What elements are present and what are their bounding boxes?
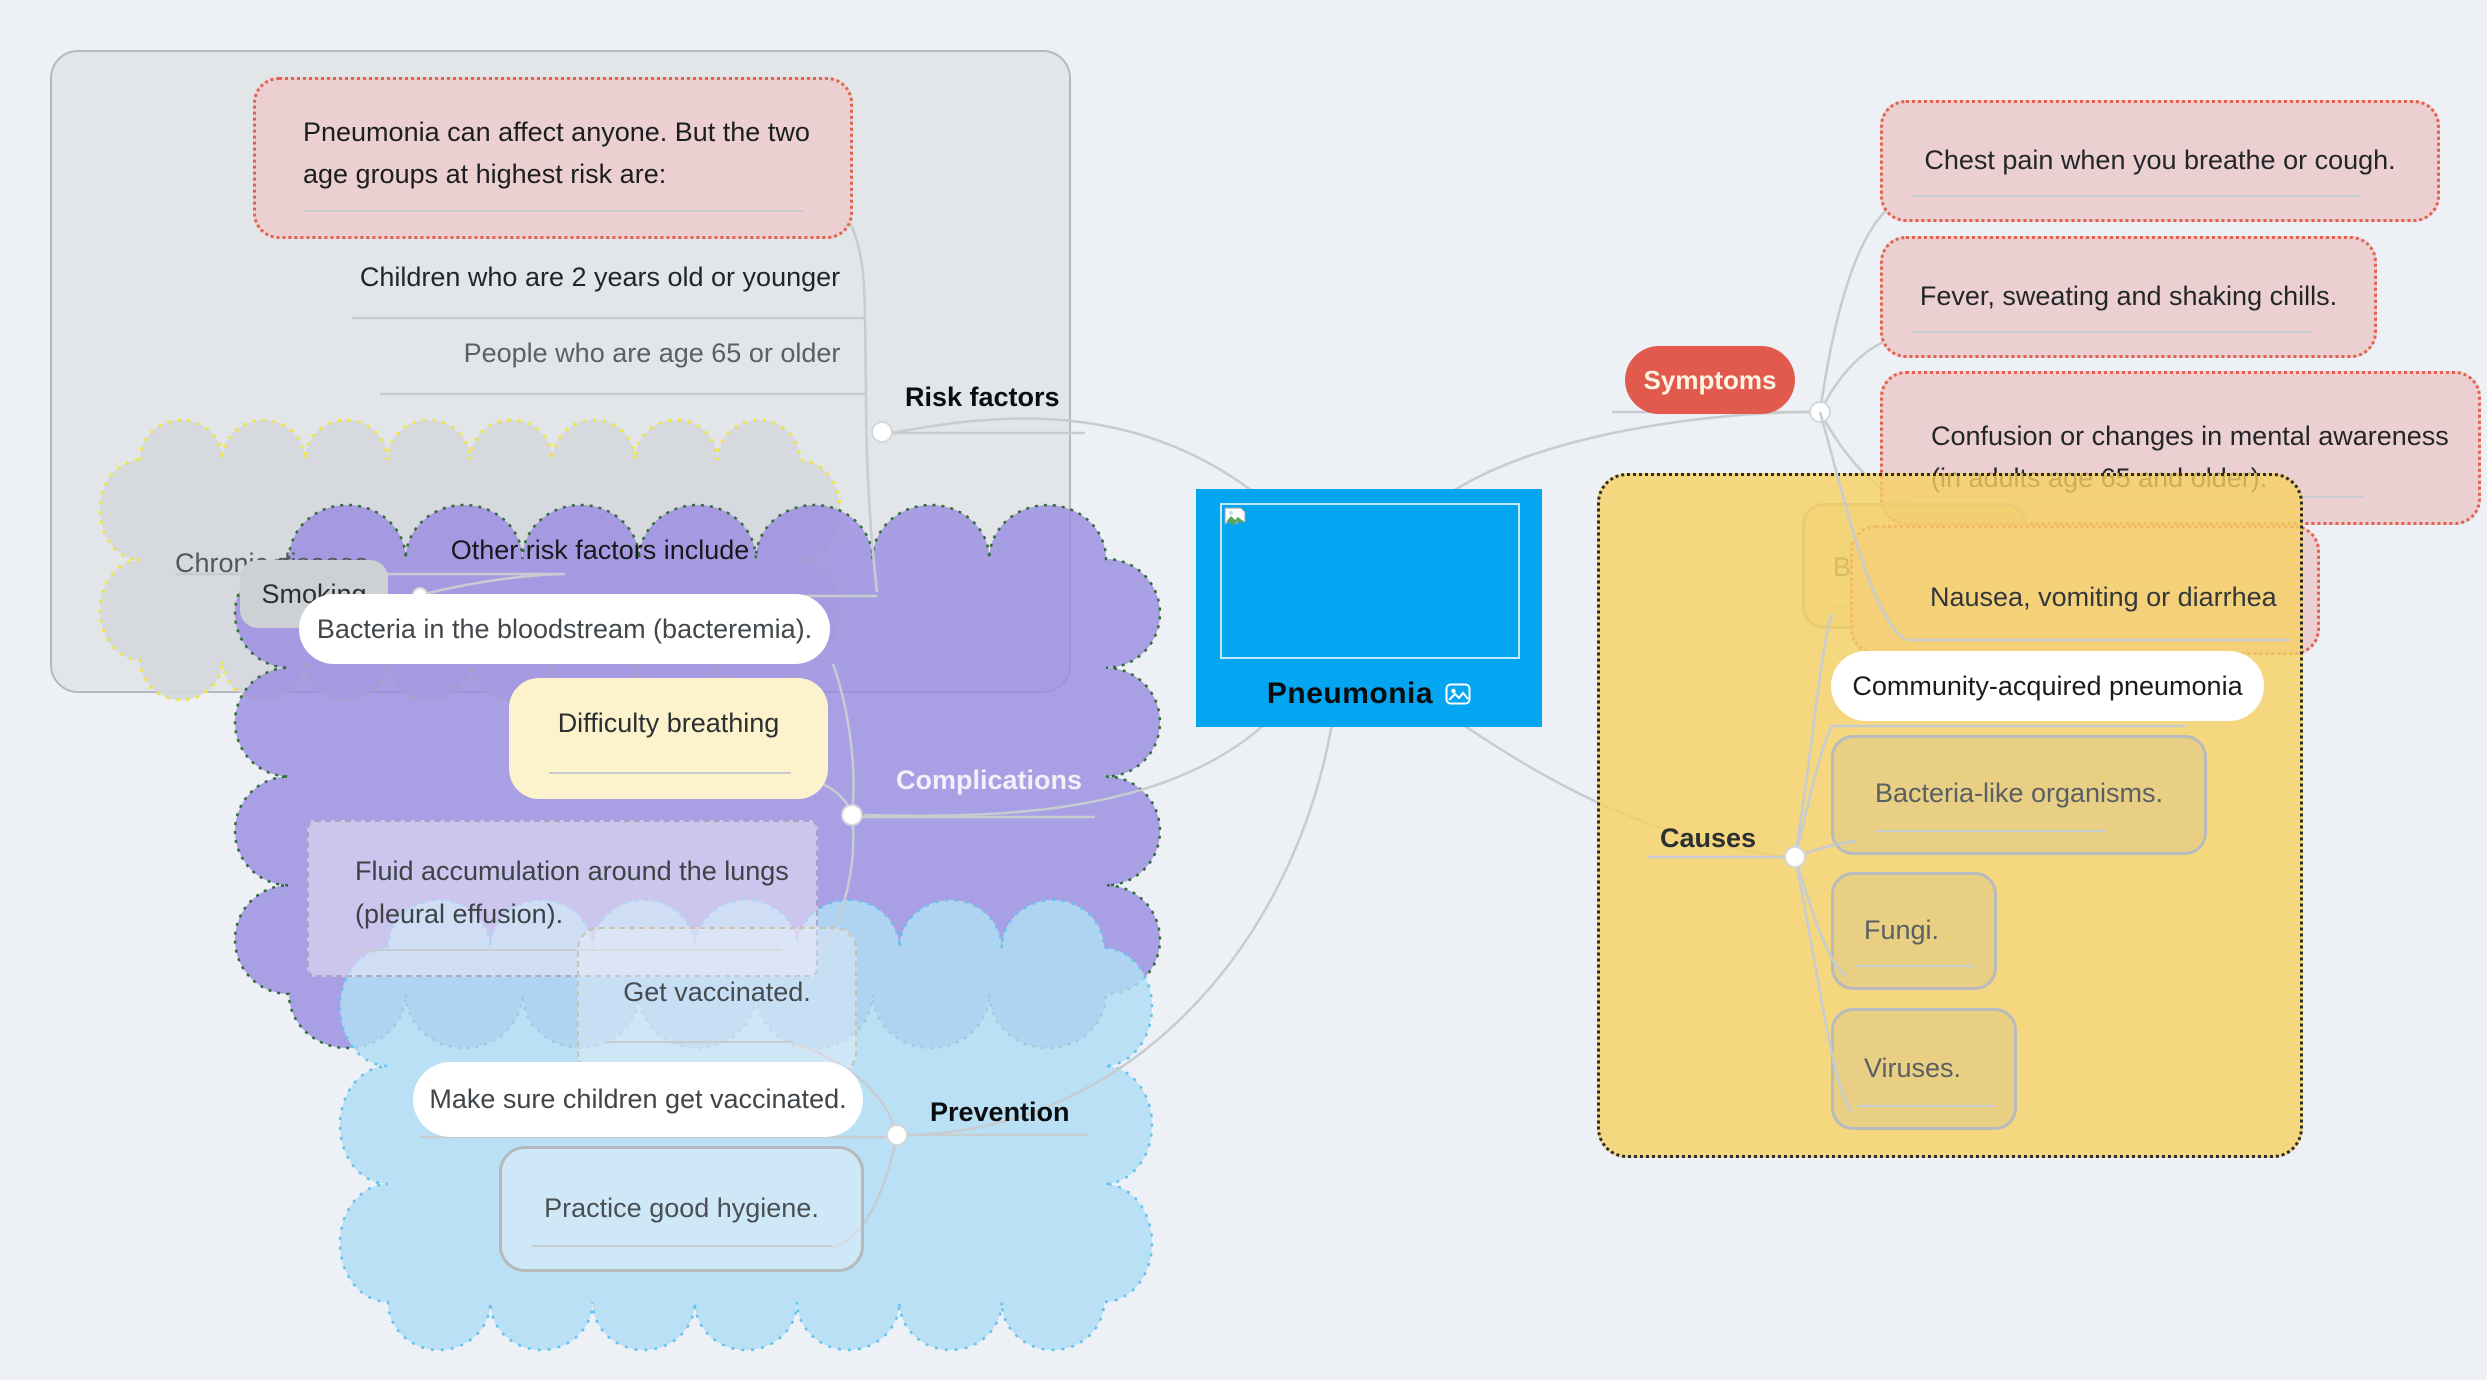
children-vaccinated-node[interactable]: Make sure children get vaccinated.	[413, 1062, 863, 1137]
pleural-effusion-text: Fluid accumulation around the lungs (ple…	[355, 856, 789, 930]
difficulty-breathing-text: Difficulty breathing	[557, 708, 780, 738]
symptom-nausea-text: Nausea, vomiting or diarrhea	[1930, 582, 2277, 612]
underline	[1876, 830, 2106, 832]
root-node-pneumonia[interactable]: Pneumonia	[1196, 489, 1542, 727]
underline	[549, 772, 791, 774]
good-hygiene-node[interactable]: Practice good hygiene.	[499, 1146, 864, 1272]
underline	[1911, 331, 2311, 333]
prevention-label[interactable]: Prevention	[930, 1097, 1070, 1127]
cause-fungi-text: Fungi.	[1864, 915, 1940, 945]
cause-bacteria-like-node[interactable]: Bacteria-like organisms.	[1831, 735, 2207, 855]
complications-connector-dot	[841, 804, 863, 826]
symptoms-label-pill[interactable]: Symptoms	[1625, 346, 1795, 414]
cause-bacteria-like-text: Bacteria-like organisms.	[1874, 778, 2164, 808]
cause-community-acquired-node[interactable]: Community-acquired pneumonia	[1831, 651, 2264, 721]
bacteremia-node[interactable]: Bacteria in the bloodstream (bacteremia)…	[299, 594, 830, 664]
complications-label[interactable]: Complications	[896, 765, 1083, 795]
risk-child-people[interactable]: People who are age 65 or older	[463, 338, 841, 368]
good-hygiene-text: Practice good hygiene.	[544, 1193, 819, 1223]
cause-fungi-node[interactable]: Fungi.	[1831, 872, 1997, 990]
cause-viruses-node[interactable]: Viruses.	[1831, 1008, 2017, 1130]
cause-viruses-text: Viruses.	[1864, 1053, 1962, 1083]
symptom-chest-pain-text: Chest pain when you breathe or cough.	[1924, 145, 2396, 175]
risk-note-box[interactable]: Pneumonia can affect anyone. But the two…	[253, 77, 853, 239]
image-placeholder-frame[interactable]	[1220, 503, 1520, 659]
symptom-chest-pain-node[interactable]: Chest pain when you breathe or cough.	[1880, 100, 2440, 222]
difficulty-breathing-node[interactable]: Difficulty breathing	[509, 678, 828, 799]
symptom-fever-text: Fever, sweating and shaking chills.	[1919, 281, 2338, 311]
underline	[606, 1041, 793, 1043]
underline	[1856, 965, 1974, 967]
risk-factors-label[interactable]: Risk factors	[905, 382, 1060, 412]
underline	[532, 1245, 832, 1247]
root-node-title: Pneumonia	[1266, 677, 1434, 710]
photo-icon[interactable]	[1445, 683, 1471, 705]
other-risk-factors-node[interactable]: Other risk factors include	[450, 535, 750, 565]
underline	[1858, 1105, 1996, 1107]
underline	[303, 210, 803, 212]
symptom-fever-node[interactable]: Fever, sweating and shaking chills.	[1880, 236, 2377, 358]
prevention-connector-dot	[886, 1124, 908, 1146]
causes-label[interactable]: Causes	[1660, 823, 1757, 853]
risk-note-text: Pneumonia can affect anyone. But the two…	[303, 117, 810, 189]
risk-child-children[interactable]: Children who are 2 years old or younger	[359, 262, 841, 292]
symptoms-connector-dot	[1809, 401, 1831, 423]
underline	[1911, 195, 2361, 197]
get-vaccinated-text: Get vaccinated.	[623, 977, 811, 1007]
get-vaccinated-node[interactable]: Get vaccinated.	[577, 927, 857, 1075]
broken-image-icon	[1224, 507, 1246, 525]
